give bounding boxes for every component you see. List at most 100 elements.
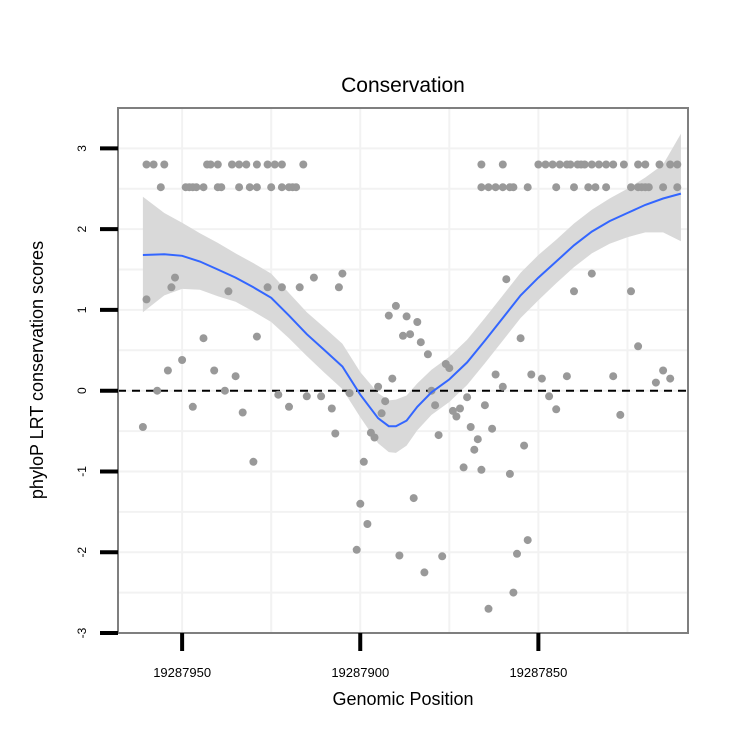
data-point [406,330,415,339]
data-point [377,409,386,418]
data-point [466,423,475,431]
data-point [534,160,543,169]
data-point [527,370,536,379]
data-point [602,160,611,169]
data-point [178,356,187,364]
data-point [438,552,447,561]
data-point [231,372,240,381]
data-point [199,183,208,192]
data-point [142,295,151,304]
data-point [235,183,244,192]
data-point [666,374,675,383]
data-point [584,183,593,192]
data-point [651,378,660,387]
data-point [570,287,578,296]
data-point [374,382,383,391]
data-point [502,275,511,284]
data-point [370,433,379,442]
data-point [602,183,611,192]
data-point [477,183,486,192]
data-point [552,183,561,192]
x-tick-label: 19287850 [509,665,567,680]
data-point [302,392,311,401]
data-point [545,392,554,401]
data-point [627,183,635,192]
data-point [587,160,596,169]
data-point [277,283,286,292]
data-point [659,366,668,375]
data-point [409,494,418,503]
smooth-trend-line [142,192,682,428]
data-point [242,160,251,169]
x-axis-ticks: 19287950 19287900 19287850 [153,633,567,680]
data-point [363,520,372,528]
data-point [220,386,229,395]
data-point [391,301,400,310]
data-point [666,160,675,169]
data-point [228,160,236,169]
data-point [352,545,361,554]
y-tick-label: -2 [75,547,89,558]
data-point [199,334,208,343]
data-point [384,311,393,320]
data-point [299,160,308,169]
plot-border [117,107,689,634]
data-point [171,273,179,282]
data-point [309,273,318,282]
x-tick-label: 19287950 [153,665,211,680]
data-point [434,431,443,440]
data-point [513,549,521,558]
data-point [267,183,276,192]
data-point [673,183,682,192]
data-point [345,389,354,398]
data-point [381,397,390,406]
data-point [359,457,368,466]
data-point [292,183,301,192]
data-point [395,551,404,560]
data-point [277,160,286,169]
data-point [505,469,514,478]
data-point [609,160,618,169]
data-point [570,183,578,192]
data-point [334,283,343,292]
data-point [224,287,233,296]
data-point [295,283,304,292]
y-tick-label: 0 [75,387,89,394]
data-point [619,160,628,169]
data-point [213,160,222,169]
data-point [285,402,293,411]
data-point [580,160,589,169]
data-point [163,366,172,375]
x-axis-title: Genomic Position [332,689,473,709]
data-point [416,338,425,347]
data-point [537,374,546,383]
data-point [541,160,550,169]
data-point [274,390,283,399]
data-point [149,160,158,169]
data-point [206,160,215,169]
data-point [509,588,518,597]
data-point [616,410,625,419]
data-point [498,160,507,169]
y-tick-label: 2 [75,225,89,232]
data-point [498,183,507,192]
y-tick-label: 3 [75,145,89,152]
data-point [142,160,151,169]
data-point [594,160,603,169]
data-point [523,183,532,192]
y-tick-label: -3 [75,627,89,638]
data-point [427,386,436,395]
data-point [420,568,429,577]
data-point [488,424,497,433]
x-tick-label: 19287900 [331,665,389,680]
data-point [252,183,261,192]
data-point [217,183,226,192]
data-point [473,435,482,444]
data-point [263,160,272,169]
data-point [263,283,272,292]
data-point [413,318,422,326]
data-point [338,269,347,278]
data-point [252,160,261,169]
data-point [644,183,653,192]
